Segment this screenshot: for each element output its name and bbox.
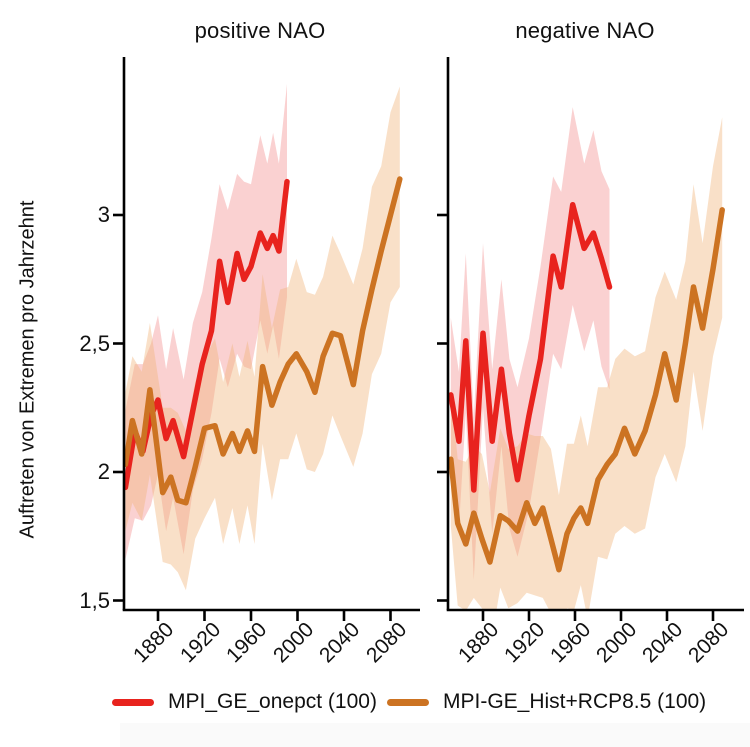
legend-label-orange: MPI-GE_Hist+RCP8.5 (100) [443, 690, 707, 713]
y-axis-label: Auftreten von Extremen pro Jahrzehnt [16, 200, 39, 539]
y-tick-label: 2,5 [79, 330, 110, 356]
panel-title-negative-nao: negative NAO [515, 18, 655, 43]
y-tick-label: 2 [97, 459, 110, 484]
panel-positive-nao [125, 83, 403, 591]
orange-series-line [449, 207, 725, 573]
red-series-line [449, 201, 613, 493]
legend-item-orange: MPI-GE_Hist+RCP8.5 (100) [387, 687, 706, 717]
legend-label-red: MPI_GE_onepct (100) [168, 690, 377, 713]
y-tick-label: 1,5 [79, 587, 110, 613]
axes-left [113, 57, 420, 621]
axes-right [437, 57, 744, 621]
orange-uncertainty-band [450, 117, 723, 609]
legend-swatch-red-icon [112, 698, 154, 706]
legend-swatch-orange-icon [387, 698, 429, 706]
y-tick-label: 3 [97, 202, 110, 227]
orange-series-line [125, 176, 403, 506]
panel-negative-nao [449, 107, 725, 609]
bottom-strip [120, 723, 750, 747]
panel-title-positive-nao: positive NAO [194, 18, 326, 43]
legend-item-red: MPI_GE_onepct (100) [112, 687, 377, 717]
